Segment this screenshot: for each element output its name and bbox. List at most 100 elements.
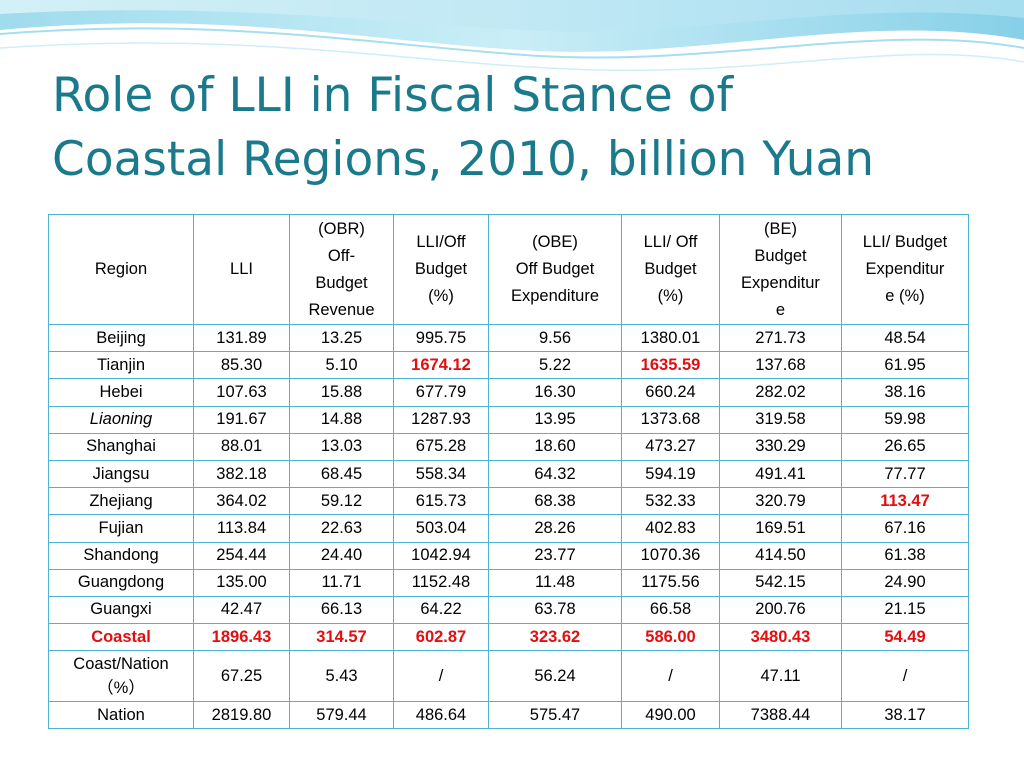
value-cell: 67.16: [841, 514, 969, 543]
cell-text-line: Off-: [327, 246, 356, 265]
value-cell: 660.24: [621, 378, 720, 407]
value-cell: 2819.80: [193, 701, 290, 730]
value-cell: 320.79: [719, 487, 842, 516]
value-cell: 113.47: [841, 487, 969, 516]
cell-text-line: (OBR): [318, 219, 365, 238]
cell-text-line: Zhejiang: [89, 491, 153, 510]
region-cell: Coastal: [48, 623, 194, 652]
value-cell: 59.98: [841, 405, 969, 434]
value-cell: 282.02: [719, 378, 842, 407]
value-cell: 59.12: [289, 487, 394, 516]
column-header: LLI: [193, 214, 290, 325]
value-cell: 28.26: [488, 514, 622, 543]
column-header: LLI/ Off Budget (%): [621, 214, 720, 325]
table-row: Jiangsu 382.18 68.45 558.34 64.32 594.19 491.4…: [48, 459, 969, 489]
slide-title-line-1: Role of LLI in Fiscal Stance of: [52, 68, 734, 123]
value-cell: 1175.56: [621, 568, 720, 597]
cell-text-line: (%): [657, 287, 684, 305]
table-row: Tianjin 85.30 5.10 1674.12 5.22 1635.59 137.68…: [48, 351, 969, 380]
value-cell: 575.47: [488, 701, 622, 730]
region-cell: Zhejiang: [48, 487, 194, 516]
value-cell: 67.25: [193, 650, 290, 703]
value-cell: 254.44: [193, 541, 290, 570]
value-cell: 323.62: [488, 623, 622, 652]
value-cell: 56.24: [488, 650, 622, 703]
value-cell: 330.29: [719, 432, 842, 461]
value-cell: 414.50: [719, 541, 842, 570]
table-row: Guangxi 42.47 66.13 64.22 63.78 66.58 200.76 21…: [48, 595, 969, 625]
region-cell: Hebei: [48, 378, 194, 407]
value-cell: 24.90: [841, 568, 969, 597]
value-cell: 22.63: [289, 514, 394, 543]
table-header: Region LLI (OBR) Off- Budget Revenue LLI/Off Bu…: [48, 214, 969, 325]
cell-text-line: (OBE): [532, 233, 578, 251]
table-body: Beijing 131.89 13.25 995.75 9.56 1380.01 271.7…: [48, 323, 969, 730]
value-cell: 14.88: [289, 405, 394, 434]
value-cell: 491.41: [719, 459, 842, 489]
cell-text-line: e: [775, 300, 786, 319]
value-cell: 486.64: [393, 701, 489, 730]
value-cell: /: [621, 650, 720, 703]
value-cell: 63.78: [488, 595, 622, 625]
column-header: LLI/Off Budget (%): [393, 214, 489, 325]
value-cell: 271.73: [719, 323, 842, 353]
value-cell: 675.28: [393, 432, 489, 461]
table-row: Zhejiang 364.02 59.12 615.73 68.38 532.33 320.…: [48, 487, 969, 516]
value-cell: 1674.12: [393, 351, 489, 380]
value-cell: 16.30: [488, 378, 622, 407]
cell-text-line: Nation: [97, 705, 145, 724]
value-cell: 191.67: [193, 405, 290, 434]
cell-text-line: Budget: [754, 246, 807, 265]
value-cell: 1373.68: [621, 405, 720, 434]
value-cell: 21.15: [841, 595, 969, 625]
value-cell: 615.73: [393, 487, 489, 516]
region-cell: Nation: [48, 701, 194, 730]
value-cell: 13.95: [488, 405, 622, 434]
value-cell: 1152.48: [393, 568, 489, 597]
value-cell: 38.17: [841, 701, 969, 730]
value-cell: 88.01: [193, 432, 290, 461]
value-cell: 68.45: [289, 459, 394, 489]
cell-text-line: Shanghai: [86, 437, 156, 456]
value-cell: 1287.93: [393, 405, 489, 434]
cell-text-line: Liaoning: [89, 410, 153, 429]
cell-text-line: Tianjin: [97, 355, 145, 374]
value-cell: 169.51: [719, 514, 842, 543]
fiscal-stance-table: Region LLI (OBR) Off- Budget Revenue LLI/Off Bu…: [48, 214, 969, 730]
region-cell: Guangdong: [48, 568, 194, 597]
cell-text-line: LLI: [230, 260, 253, 278]
table-row: Fujian 113.84 22.63 503.04 28.26 402.83 169.51…: [48, 514, 969, 543]
value-cell: 11.48: [488, 568, 622, 597]
value-cell: 68.38: [488, 487, 622, 516]
cell-text-line: Jiangsu: [92, 464, 150, 483]
value-cell: 137.68: [719, 351, 842, 380]
region-cell: Shanghai: [48, 432, 194, 461]
column-header: (OBR) Off- Budget Revenue: [289, 214, 394, 325]
value-cell: 677.79: [393, 378, 489, 407]
table-row: Coast/Nation （%） 67.25 5.43/56.24/47.11/: [48, 650, 969, 703]
cell-text-line: Expenditure: [510, 287, 600, 305]
value-cell: 319.58: [719, 405, 842, 434]
cell-text-line: Shandong: [83, 546, 159, 565]
table-row: Guangdong 135.00 11.71 1152.48 11.48 1175.56 5…: [48, 568, 969, 597]
header-wave-decoration: [0, 0, 1024, 72]
column-header: Region: [48, 214, 194, 325]
value-cell: 64.32: [488, 459, 622, 489]
cell-text-line: (%): [428, 287, 454, 305]
column-header: LLI/ Budget Expenditur e (%): [841, 214, 969, 325]
cell-text-line: Coast/Nation: [73, 655, 169, 674]
value-cell: 5.10: [289, 351, 394, 380]
value-cell: 15.88: [289, 378, 394, 407]
value-cell: 532.33: [621, 487, 720, 516]
table-row: Liaoning 191.67 14.88 1287.93 13.95 1373.68 31…: [48, 405, 969, 434]
region-cell: Guangxi: [48, 595, 194, 625]
region-cell: Coast/Nation （%）: [48, 650, 194, 703]
value-cell: 23.77: [488, 541, 622, 570]
cell-text-line: Expenditur: [741, 273, 820, 292]
value-cell: 113.84: [193, 514, 290, 543]
column-header: (OBE) Off Budget Expenditure: [488, 214, 622, 325]
cell-text-line: Off Budget: [515, 260, 595, 278]
table-row: Beijing 131.89 13.25 995.75 9.56 1380.01 271.7…: [48, 323, 969, 353]
cell-text-line: Hebei: [99, 382, 143, 401]
region-cell: Jiangsu: [48, 459, 194, 489]
